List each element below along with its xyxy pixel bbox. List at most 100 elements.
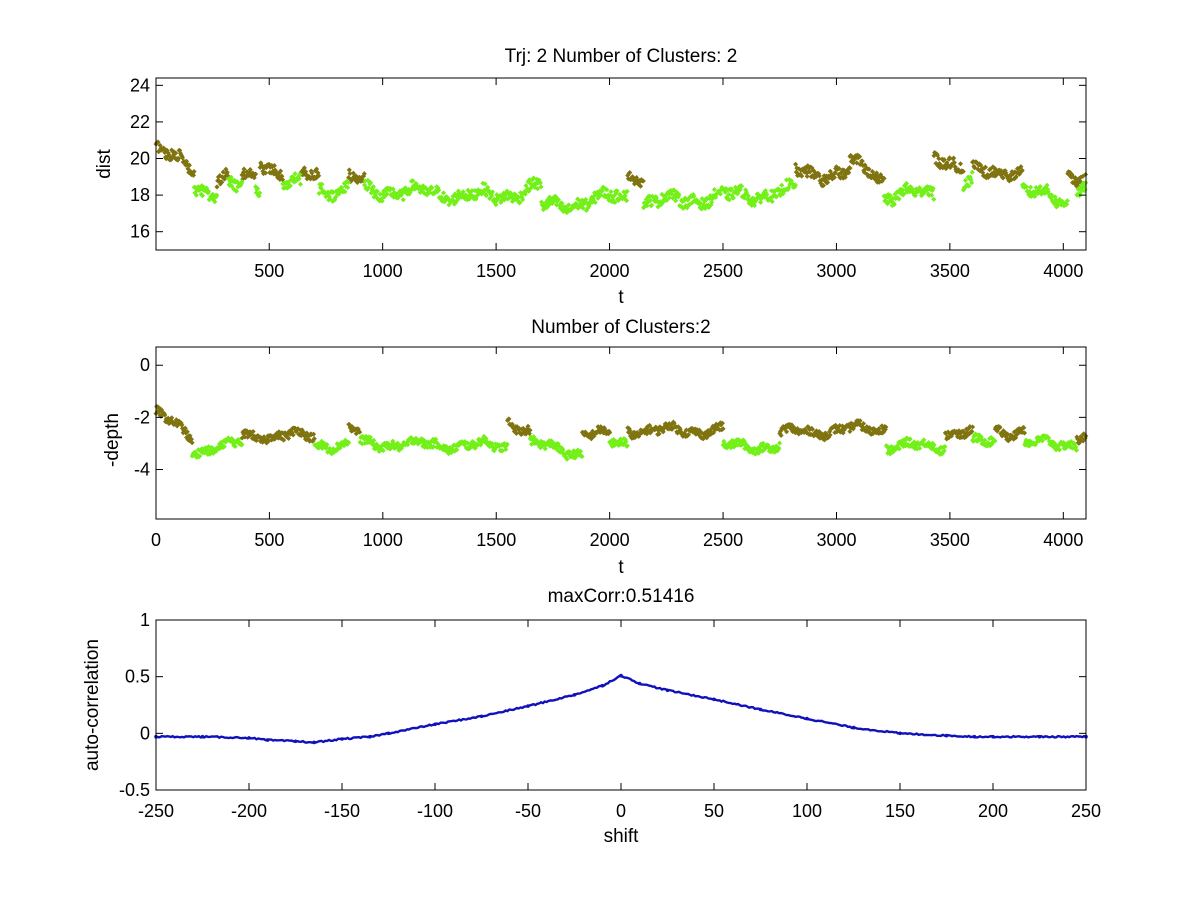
autocorrelation-plot-title: maxCorr:0.51416 — [548, 586, 695, 607]
distance-x-axis-label: t — [618, 287, 624, 308]
distance-cluster_b-point — [1064, 198, 1070, 204]
depth-x-tick-label: 4000 — [1043, 530, 1083, 550]
distance-x-tick-label: 1000 — [363, 261, 403, 281]
autocorrelation-point — [526, 704, 530, 708]
distance-y-tick-label: 20 — [130, 149, 150, 169]
distance-cluster_b-point — [745, 193, 751, 199]
distance-cluster_b-point — [691, 193, 697, 200]
distance-cluster_a-point — [951, 159, 957, 166]
depth-cluster_a-point — [188, 436, 194, 442]
distance-cluster_b-point — [912, 193, 918, 199]
autocorrelation-x-tick-label: 50 — [704, 801, 724, 821]
distance-x-tick-label: 2500 — [703, 261, 743, 281]
depth-cluster_a-segment — [625, 419, 726, 442]
distance-cluster_a-point — [179, 155, 186, 161]
depth-cluster_a-point — [184, 429, 190, 435]
distance-cluster_b-segment — [280, 171, 304, 191]
depth-cluster_a-point — [307, 438, 313, 444]
autocorrelation-point — [265, 738, 270, 742]
distance-cluster_a-point — [219, 179, 225, 185]
distance-cluster_b-point — [429, 185, 435, 191]
distance-cluster_b-point — [212, 199, 218, 205]
distance-cluster_b-point — [493, 202, 499, 208]
distance-cluster_a-segment — [931, 149, 966, 175]
autocorrelation-x-tick-label: 0 — [616, 801, 626, 821]
distance-cluster_a-point — [186, 162, 192, 168]
autocorrelation-point — [386, 731, 391, 736]
distance-cluster_a-segment — [970, 158, 1025, 184]
depth-cluster_a-point — [660, 429, 666, 435]
distance-cluster_a-point — [1000, 175, 1006, 181]
distance-cluster_b-point — [901, 191, 907, 197]
distance-cluster_b-point — [664, 197, 670, 203]
depth-cluster_a-point — [179, 422, 185, 428]
distance-cluster_b-point — [608, 189, 614, 195]
depth-cluster_a-segment — [239, 425, 317, 446]
autocorrelation-point — [293, 739, 298, 744]
distance-plot-frame — [155, 77, 1087, 251]
distance-cluster_b-point — [319, 181, 325, 187]
distance-y-tick-label: 22 — [130, 112, 150, 132]
depth-cluster_a-point — [506, 416, 512, 422]
depth-x-axis-label: t — [618, 557, 624, 578]
distance-cluster_b-point — [233, 188, 240, 194]
distance-y-tick-label: 24 — [130, 75, 150, 95]
autocorrelation-point — [600, 683, 605, 688]
distance-x-tick-label: 1500 — [476, 261, 516, 281]
depth-scatter-marks — [153, 403, 1089, 462]
distance-cluster_b-segment — [641, 177, 798, 212]
distance-cluster_b-point — [489, 193, 495, 199]
distance-cluster_a-point — [881, 175, 887, 181]
distance-cluster_b-point — [1028, 184, 1034, 190]
distance-cluster_b-point — [384, 191, 390, 197]
distance-cluster_a-segment — [257, 160, 286, 183]
distance-cluster_b-point — [370, 184, 376, 190]
distance-cluster_b-point — [559, 200, 565, 206]
autocorrelation-point — [758, 707, 763, 712]
distance-cluster_a-point — [361, 171, 367, 177]
distance-y-axis-label: dist — [94, 149, 115, 179]
distance-cluster_a-point — [241, 166, 247, 172]
distance-cluster_a-segment — [346, 167, 367, 185]
distance-cluster_b-point — [483, 193, 489, 199]
distance-cluster_a-point — [247, 167, 253, 173]
distance-cluster_b-point — [193, 192, 199, 198]
autocorrelation-point — [200, 734, 205, 739]
autocorrelation-x-tick-label: 150 — [885, 801, 915, 821]
distance-cluster_b-point — [930, 185, 936, 191]
distance-cluster_b-point — [1049, 192, 1055, 198]
distance-cluster_b-segment — [316, 178, 351, 204]
autocorrelation-point — [1037, 734, 1042, 739]
distance-cluster_a-point — [279, 173, 285, 179]
depth-cluster_a-point — [162, 412, 168, 418]
autocorrelation-point — [312, 740, 316, 745]
autocorrelation-x-tick-label: -250 — [138, 801, 174, 821]
autocorrelation-point — [944, 733, 949, 738]
distance-cluster_a-point — [825, 179, 831, 185]
autocorrelation-point — [712, 697, 716, 702]
depth-x-tick-label: 3500 — [930, 530, 970, 550]
depth-y-tick-label: 0 — [140, 355, 150, 375]
distance-cluster_a-point — [175, 155, 182, 162]
distance-y-tick-label: 18 — [130, 185, 150, 205]
distance-cluster_b-point — [730, 195, 736, 201]
autocorrelation-point — [805, 716, 809, 721]
depth-cluster_a-point — [778, 432, 784, 438]
distance-cluster_a-point — [224, 169, 230, 175]
distance-cluster_a-point — [350, 170, 356, 176]
depth-cluster_a-point — [250, 428, 256, 435]
depth-cluster_a-point — [169, 415, 175, 421]
distance-cluster_b-point — [792, 182, 798, 188]
depth-cluster_a-point — [311, 436, 317, 442]
autocorrelation-y-axis-label: auto-correlation — [82, 639, 103, 771]
distance-cluster_b-segment — [191, 183, 220, 205]
autocorrelation-point — [991, 734, 995, 739]
distance-cluster_b-point — [229, 183, 235, 189]
distance-cluster_b-point — [400, 197, 406, 203]
autocorrelation-point — [619, 673, 623, 678]
distance-cluster_b-point — [214, 192, 220, 198]
autocorrelation-point — [479, 714, 484, 719]
distance-cluster_b-point — [410, 178, 416, 184]
